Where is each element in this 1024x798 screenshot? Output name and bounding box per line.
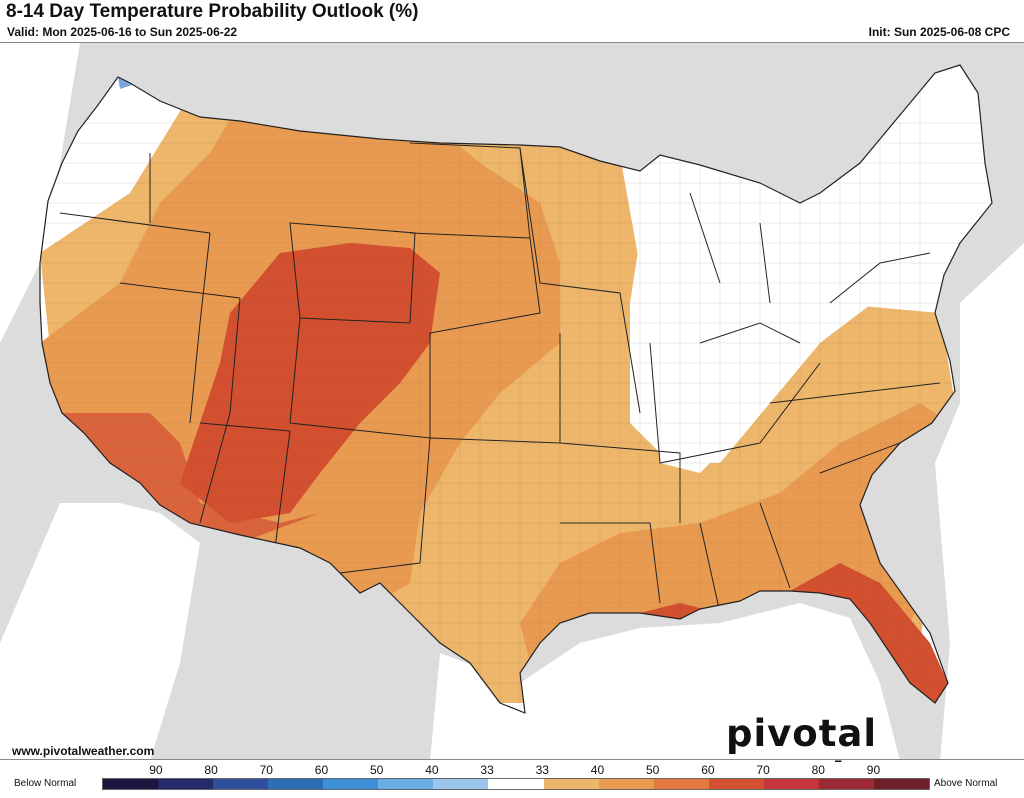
color-legend: Below Normal Above Normal 90 80 70 60 50 40 33… [0, 762, 1024, 791]
header: 8-14 Day Temperature Probability Outlook… [0, 0, 1024, 42]
legend-tick-label: 70 [259, 763, 273, 777]
pacific-north [0, 43, 80, 343]
legend-swatch-3 [268, 779, 324, 789]
legend-swatch-13 [818, 779, 874, 789]
site-url[interactable]: www.pivotalweather.com [12, 744, 155, 758]
legend-tick-label: 90 [149, 763, 163, 777]
valid-period: Valid: Mon 2025-06-16 to Sun 2025-06-22 [7, 25, 238, 39]
region-above-60-fourcorners [180, 243, 440, 523]
gulf-of-mexico [430, 603, 900, 759]
legend-swatch-4 [323, 779, 379, 789]
outlook-map [0, 43, 1024, 759]
legend-tick-label: 33 [480, 763, 494, 777]
legend-swatch-6 [433, 779, 489, 789]
legend-swatch-11 [708, 779, 764, 789]
page-title: 8-14 Day Temperature Probability Outlook… [6, 1, 419, 22]
pacific-ocean [0, 503, 200, 759]
legend-swatch-12 [763, 779, 819, 789]
legend-above-label: Above Normal [934, 778, 998, 789]
legend-tick-label: 50 [646, 763, 660, 777]
init-time: Init: Sun 2025-06-08 CPC [868, 25, 1010, 39]
legend-swatch-7 [488, 779, 544, 789]
legend-tick-label: 80 [204, 763, 218, 777]
legend-tick-label: 90 [866, 763, 881, 777]
region-near-normal-pnw [44, 77, 160, 243]
legend-tick-label: 50 [370, 763, 384, 777]
legend-below-label: Below Normal [14, 778, 77, 789]
legend-swatch-10 [653, 779, 709, 789]
legend-swatch-14 [873, 779, 929, 789]
legend-bar [102, 778, 930, 790]
legend-swatch-1 [158, 779, 214, 789]
map-panel[interactable] [0, 42, 1024, 760]
legend-tick-label: 80 [811, 763, 825, 777]
legend-swatch-8 [543, 779, 599, 789]
legend-swatch-9 [598, 779, 654, 789]
legend-tick-label: 60 [314, 763, 329, 777]
state-boundaries [59, 142, 941, 614]
legend-tick-label: 70 [756, 763, 770, 777]
legend-swatch-2 [213, 779, 269, 789]
legend-tick-label: 40 [590, 763, 605, 777]
legend-tick-label: 40 [425, 763, 439, 777]
atlantic-ocean [935, 243, 1024, 759]
legend-swatch-5 [378, 779, 434, 789]
legend-swatch-0 [103, 779, 159, 789]
legend-tick-label: 33 [535, 763, 549, 777]
legend-tick-label: 60 [701, 763, 715, 777]
